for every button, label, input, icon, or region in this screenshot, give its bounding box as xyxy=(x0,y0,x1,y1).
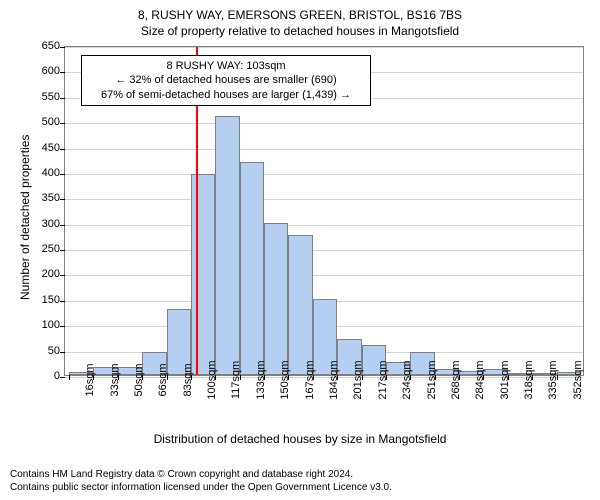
y-tick-mark xyxy=(60,123,65,124)
x-tick-label: 66sqm xyxy=(157,363,169,396)
y-tick-label: 550 xyxy=(26,91,60,103)
y-tick-mark xyxy=(60,199,65,200)
x-tick-label: 284sqm xyxy=(474,360,486,399)
y-tick-label: 300 xyxy=(26,218,60,230)
y-tick-label: 200 xyxy=(26,268,60,280)
x-tick-label: 184sqm xyxy=(328,360,340,399)
x-tick-label: 50sqm xyxy=(133,363,145,396)
y-tick-label: 0 xyxy=(26,370,60,382)
gridline xyxy=(65,275,583,276)
gridline xyxy=(65,199,583,200)
y-tick-mark xyxy=(60,174,65,175)
x-tick-label: 217sqm xyxy=(377,360,389,399)
x-tick-label: 133sqm xyxy=(255,360,267,399)
x-axis-label: Distribution of detached houses by size … xyxy=(0,432,600,446)
chart-plot-area: 8 RUSHY WAY: 103sqm ← 32% of detached ho… xyxy=(64,46,584,376)
gridline xyxy=(65,47,583,48)
x-tick-label: 150sqm xyxy=(279,360,291,399)
x-tick-label: 352sqm xyxy=(572,360,584,399)
y-tick-mark xyxy=(60,275,65,276)
y-tick-label: 350 xyxy=(26,192,60,204)
gridline xyxy=(65,174,583,175)
y-tick-mark xyxy=(60,250,65,251)
title-line2: Size of property relative to detached ho… xyxy=(0,24,600,38)
title-line1: 8, RUSHY WAY, EMERSONS GREEN, BRISTOL, B… xyxy=(0,8,600,22)
x-tick-label: 251sqm xyxy=(426,360,438,399)
histogram-bar xyxy=(288,235,312,375)
x-tick-label: 167sqm xyxy=(304,360,316,399)
histogram-bar xyxy=(264,223,288,375)
y-tick-mark xyxy=(60,225,65,226)
y-tick-label: 100 xyxy=(26,319,60,331)
y-tick-label: 450 xyxy=(26,142,60,154)
histogram-bar xyxy=(215,116,239,375)
footer-line2: Contains public sector information licen… xyxy=(10,482,392,495)
y-tick-mark xyxy=(60,377,65,378)
y-tick-mark xyxy=(60,326,65,327)
y-tick-label: 50 xyxy=(26,345,60,357)
info-annotation-box: 8 RUSHY WAY: 103sqm ← 32% of detached ho… xyxy=(81,55,371,106)
gridline xyxy=(65,123,583,124)
x-tick-label: 268sqm xyxy=(450,360,462,399)
x-tick-label: 83sqm xyxy=(182,363,194,396)
footer-line1: Contains HM Land Registry data © Crown c… xyxy=(10,469,392,482)
info-line1: 8 RUSHY WAY: 103sqm xyxy=(88,59,364,73)
y-tick-mark xyxy=(60,98,65,99)
info-line3: 67% of semi-detached houses are larger (… xyxy=(88,88,364,102)
gridline xyxy=(65,225,583,226)
histogram-bar xyxy=(191,174,215,375)
y-tick-mark xyxy=(60,149,65,150)
chart-title-block: 8, RUSHY WAY, EMERSONS GREEN, BRISTOL, B… xyxy=(0,0,600,38)
x-tick-label: 16sqm xyxy=(84,363,96,396)
x-tick-label: 301sqm xyxy=(499,360,511,399)
y-tick-label: 500 xyxy=(26,116,60,128)
x-tick-label: 100sqm xyxy=(206,360,218,399)
y-tick-mark xyxy=(60,352,65,353)
y-tick-label: 650 xyxy=(26,40,60,52)
x-tick-label: 33sqm xyxy=(109,363,121,396)
gridline xyxy=(65,250,583,251)
histogram-bar xyxy=(240,162,264,375)
y-tick-label: 250 xyxy=(26,243,60,255)
y-tick-mark xyxy=(60,47,65,48)
x-tick-mark xyxy=(69,375,70,380)
x-tick-label: 117sqm xyxy=(230,361,242,399)
y-tick-mark xyxy=(60,72,65,73)
x-tick-label: 201sqm xyxy=(352,360,364,399)
x-tick-label: 234sqm xyxy=(401,360,413,399)
y-tick-label: 150 xyxy=(26,294,60,306)
y-tick-label: 600 xyxy=(26,65,60,77)
gridline xyxy=(65,149,583,150)
y-tick-label: 400 xyxy=(26,167,60,179)
footer-attribution: Contains HM Land Registry data © Crown c… xyxy=(10,469,392,494)
y-tick-mark xyxy=(60,301,65,302)
info-line2: ← 32% of detached houses are smaller (69… xyxy=(88,73,364,87)
x-tick-label: 335sqm xyxy=(547,360,559,399)
x-tick-label: 318sqm xyxy=(523,360,535,399)
